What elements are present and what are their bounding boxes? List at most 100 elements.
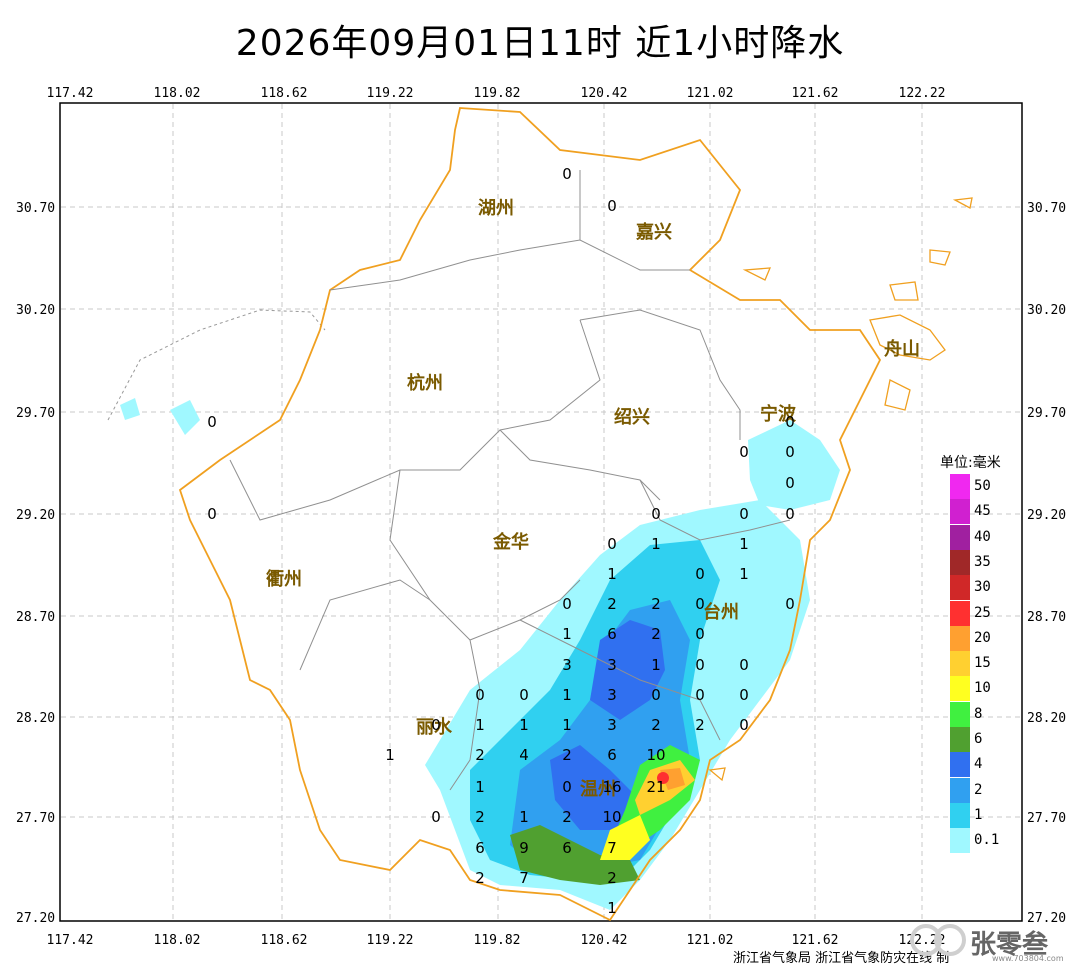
station-value: 0	[785, 413, 795, 431]
lat-ticks-left: 30.70 30.20 29.70 29.20 28.70 28.20 27.7…	[16, 201, 55, 926]
legend-swatch	[950, 474, 970, 499]
station-value: 2	[607, 869, 617, 887]
station-value: 0	[651, 686, 661, 704]
lat-tick: 29.70	[16, 406, 55, 421]
station-value: 0	[739, 505, 749, 523]
station-value: 0	[695, 565, 705, 583]
legend-label: 10	[974, 680, 991, 697]
station-value: 0	[431, 808, 441, 826]
station-value: 6	[607, 625, 617, 643]
legend-label: 2	[974, 781, 983, 798]
station-value: 0	[562, 165, 572, 183]
station-value: 0	[207, 505, 217, 523]
legend-label: 8	[974, 705, 983, 722]
lon-ticks-top: 117.42 118.02 118.62 119.22 119.82 120.4…	[47, 86, 946, 101]
legend-label: 6	[974, 731, 983, 747]
lon-tick: 117.42	[47, 86, 94, 101]
precipitation-shading	[120, 398, 840, 910]
station-value: 7	[607, 839, 617, 857]
legend-swatch	[950, 600, 970, 626]
station-value: 1	[651, 535, 661, 553]
lat-tick: 30.70	[16, 201, 55, 216]
station-value: 2	[562, 746, 572, 764]
station-value: 1	[739, 565, 749, 583]
legend-swatch	[950, 499, 970, 525]
legend-label: 35	[974, 553, 991, 570]
legend-label: 20	[974, 629, 991, 646]
station-value: 6	[607, 746, 617, 764]
legend-swatch	[950, 802, 970, 828]
lon-tick: 121.62	[792, 933, 839, 948]
station-value: 0	[739, 716, 749, 734]
station-value: 1	[607, 565, 617, 583]
city-label-huzhou: 湖州	[478, 198, 514, 219]
city-label-lishui: 丽水	[416, 716, 453, 738]
legend-swatch	[950, 549, 970, 575]
station-value: 0	[785, 474, 795, 492]
station-value: 3	[607, 686, 617, 704]
watermark: 张零叁 www.703804.com	[910, 918, 1070, 964]
station-value: 0	[431, 716, 441, 734]
station-value: 4	[519, 746, 529, 764]
city-label-hangzhou: 杭州	[407, 372, 443, 394]
lat-tick: 27.70	[16, 811, 55, 826]
lon-tick: 118.62	[261, 86, 308, 101]
city-label-taizhou: 台州	[703, 601, 739, 623]
station-value: 0	[207, 413, 217, 431]
station-value: 0	[562, 778, 572, 796]
watermark-logo-icon	[910, 924, 966, 956]
legend-swatch	[950, 625, 970, 651]
station-value: 0	[475, 686, 485, 704]
lon-tick: 121.02	[687, 86, 734, 101]
station-value: 2	[562, 808, 572, 826]
station-value: 1	[519, 808, 529, 826]
city-labels: 湖州 嘉兴 杭州 绍兴 宁波 舟山 衢州 金华 台州 丽水 温州	[266, 198, 920, 800]
lon-tick: 120.42	[581, 933, 628, 948]
city-borders	[229, 170, 791, 791]
legend-label: 15	[974, 655, 991, 672]
station-value: 1	[562, 686, 572, 704]
station-value: 7	[519, 869, 529, 887]
station-value: 1	[519, 716, 529, 734]
lat-tick: 28.20	[16, 711, 55, 726]
station-value: 0	[739, 443, 749, 461]
station-value: 3	[562, 656, 572, 674]
station-value: 1	[739, 535, 749, 553]
legend-swatch	[950, 752, 970, 778]
station-value: 0	[695, 656, 705, 674]
lon-tick: 121.62	[792, 86, 839, 101]
legend-swatch	[950, 575, 970, 601]
station-value: 1	[475, 716, 485, 734]
station-value: 1	[562, 625, 572, 643]
lon-tick: 120.42	[581, 86, 628, 101]
station-value: 1	[475, 778, 485, 796]
station-value: 0	[739, 656, 749, 674]
station-value: 0	[607, 197, 617, 215]
station-value: 0	[739, 686, 749, 704]
province-border	[178, 107, 882, 922]
legend-label: 25	[974, 604, 991, 621]
lat-tick: 27.20	[1027, 911, 1066, 926]
station-value: 1	[562, 716, 572, 734]
station-value: 0	[607, 535, 617, 553]
lat-tick: 27.20	[16, 911, 55, 926]
lon-tick: 119.22	[367, 86, 414, 101]
lon-tick: 118.02	[154, 86, 201, 101]
legend-label: 1	[974, 806, 983, 823]
legend-swatch	[950, 777, 970, 803]
coastal-islands	[708, 197, 973, 782]
station-value: 2	[475, 746, 485, 764]
credit-text: 浙江省气象局 浙江省气象防灾在线 制	[733, 951, 950, 966]
station-value: 1	[607, 899, 617, 917]
city-label-shaoxing: 绍兴	[614, 406, 650, 428]
watermark-url: www.703804.com	[992, 954, 1064, 963]
station-value: 0	[785, 443, 795, 461]
legend-swatch	[950, 676, 970, 702]
station-value: 1	[385, 746, 395, 764]
station-value: 2	[607, 595, 617, 613]
lat-tick: 28.70	[1027, 610, 1066, 625]
lon-tick: 119.82	[474, 933, 521, 948]
legend-swatch	[950, 727, 970, 752]
station-value: 2	[475, 808, 485, 826]
